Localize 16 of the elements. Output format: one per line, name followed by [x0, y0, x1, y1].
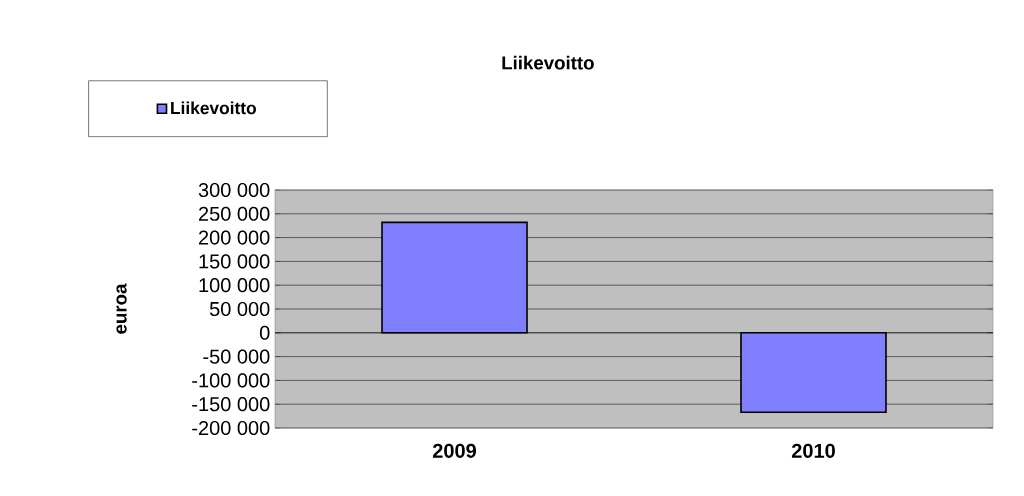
y-axis-title: euroa [116, 283, 127, 334]
y-tick-label: -200 000 [192, 420, 270, 436]
y-tick-label: -50 000 [203, 349, 270, 364]
y-tick-label: 200 000 [199, 230, 270, 245]
y-tick-label: 250 000 [199, 206, 270, 221]
y-tick-label: 50 000 [209, 301, 270, 317]
y-tick-label: 100 000 [199, 278, 270, 293]
y-tick-label: -150 000 [192, 397, 270, 412]
x-tick-label: 2009 [432, 443, 476, 458]
legend-label: Liikevoitto [171, 101, 256, 115]
y-tick-label: 300 000 [198, 182, 270, 198]
y-tick-label: 150 000 [199, 254, 270, 269]
y-tick-label: -100 000 [192, 373, 270, 388]
y-tick-label: 0 [259, 325, 270, 340]
chart-title: Liikevoitto [502, 55, 594, 70]
x-tick-label: 2010 [791, 443, 835, 458]
